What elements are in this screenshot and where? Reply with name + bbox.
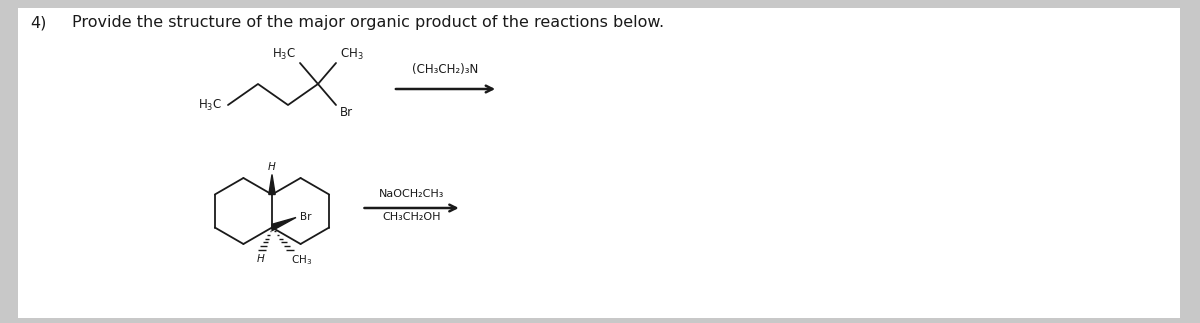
Text: Provide the structure of the major organic product of the reactions below.: Provide the structure of the major organ… bbox=[72, 15, 664, 30]
Text: Br: Br bbox=[300, 213, 312, 223]
Text: CH₃CH₂OH: CH₃CH₂OH bbox=[383, 212, 440, 222]
Text: (CH₃CH₂)₃N: (CH₃CH₂)₃N bbox=[413, 63, 479, 76]
Polygon shape bbox=[269, 174, 275, 194]
Text: Br: Br bbox=[340, 106, 353, 119]
Text: NaOCH₂CH₃: NaOCH₂CH₃ bbox=[379, 189, 444, 199]
Text: 4): 4) bbox=[30, 15, 47, 30]
Text: CH$_3$: CH$_3$ bbox=[340, 47, 364, 62]
Polygon shape bbox=[272, 217, 296, 231]
Text: CH$_3$: CH$_3$ bbox=[292, 254, 312, 267]
FancyBboxPatch shape bbox=[18, 8, 1180, 318]
Text: H$_3$C: H$_3$C bbox=[272, 47, 296, 62]
Text: H: H bbox=[268, 162, 276, 172]
Text: H$_3$C: H$_3$C bbox=[198, 98, 222, 112]
Text: H: H bbox=[257, 254, 265, 264]
